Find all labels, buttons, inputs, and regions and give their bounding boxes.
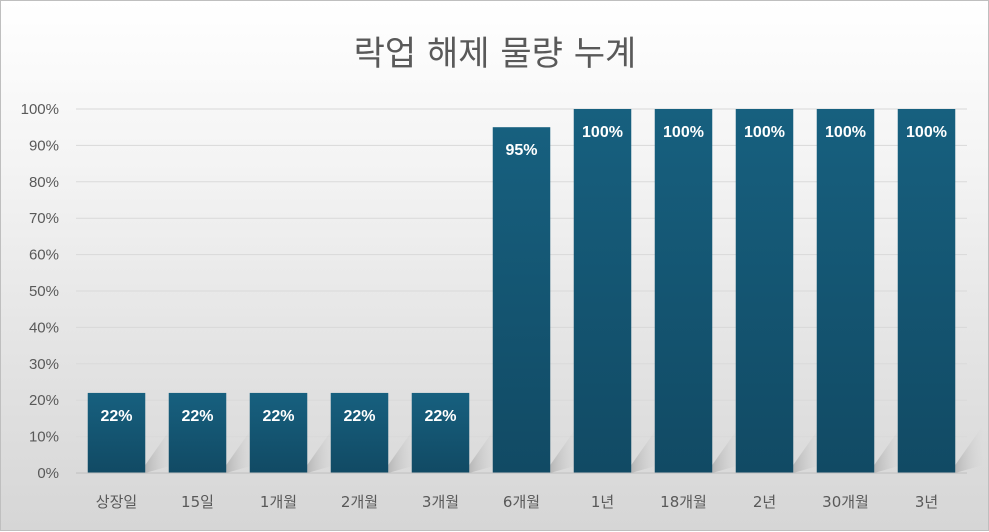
y-tick-label: 20% xyxy=(29,392,59,409)
x-tick-label: 30개월 xyxy=(822,493,869,511)
x-tick-label: 상장일 xyxy=(96,493,137,511)
bar xyxy=(654,109,713,473)
x-tick-label: 15일 xyxy=(181,493,214,511)
bar-shadow xyxy=(955,425,984,473)
y-tick-label: 10% xyxy=(29,429,59,446)
data-label: 22% xyxy=(343,408,375,425)
y-tick-label: 70% xyxy=(29,210,59,227)
x-tick-label: 1개월 xyxy=(260,493,297,511)
data-label: 22% xyxy=(262,408,294,425)
bar-shadows xyxy=(145,425,984,473)
y-tick-label: 80% xyxy=(29,174,59,191)
x-tick-label: 18개월 xyxy=(660,493,707,511)
y-tick-label: 100% xyxy=(21,101,59,118)
y-axis: 0% 10% 20% 30% 40% 50% 60% 70% 80% 90% 100% xyxy=(21,101,59,482)
bar-shadow xyxy=(550,425,579,473)
y-tick-label: 90% xyxy=(29,137,59,154)
y-tick-label: 0% xyxy=(37,465,59,482)
bar xyxy=(411,392,470,473)
x-tick-label: 1년 xyxy=(591,493,614,511)
bar xyxy=(168,392,227,473)
bar xyxy=(897,109,956,473)
bar xyxy=(87,392,146,473)
bar-shadow xyxy=(388,425,417,473)
bar xyxy=(816,109,875,473)
bar-shadow xyxy=(226,425,255,473)
bar-shadow xyxy=(793,425,822,473)
bar xyxy=(735,109,794,473)
bar xyxy=(573,109,632,473)
chart-title: 락업 해제 물량 누계 xyxy=(354,34,637,74)
bar xyxy=(249,392,308,473)
bar xyxy=(330,392,389,473)
data-labels: 22% 22% 22% 22% 22% 95% 100% 100% 100% 100% 100% xyxy=(100,124,946,425)
bar xyxy=(492,127,551,473)
y-tick-label: 60% xyxy=(29,247,59,264)
y-tick-label: 30% xyxy=(29,356,59,373)
bar-shadow xyxy=(307,425,336,473)
y-tick-label: 50% xyxy=(29,283,59,300)
data-label: 95% xyxy=(505,142,537,159)
x-axis: 상장일 15일 1개월 2개월 3개월 6개월 1년 18개월 2년 30개월 3년 xyxy=(76,472,967,511)
data-label: 22% xyxy=(100,408,132,425)
bar-shadow xyxy=(874,425,903,473)
data-label: 22% xyxy=(181,408,213,425)
bar-shadow xyxy=(145,425,174,473)
bars xyxy=(87,109,956,473)
bar-shadow xyxy=(631,425,660,473)
bar-shadow xyxy=(469,425,498,473)
y-tick-label: 40% xyxy=(29,319,59,336)
x-tick-label: 3년 xyxy=(915,493,938,511)
data-label: 100% xyxy=(744,124,785,141)
x-tick-label: 2년 xyxy=(753,493,776,511)
data-label: 100% xyxy=(663,124,704,141)
data-label: 100% xyxy=(582,124,623,141)
data-label: 100% xyxy=(825,124,866,141)
bar-shadow xyxy=(712,425,741,473)
x-tick-label: 2개월 xyxy=(341,493,378,511)
x-tick-label: 6개월 xyxy=(503,493,540,511)
data-label: 22% xyxy=(424,408,456,425)
data-label: 100% xyxy=(906,124,947,141)
x-tick-label: 3개월 xyxy=(422,493,459,511)
